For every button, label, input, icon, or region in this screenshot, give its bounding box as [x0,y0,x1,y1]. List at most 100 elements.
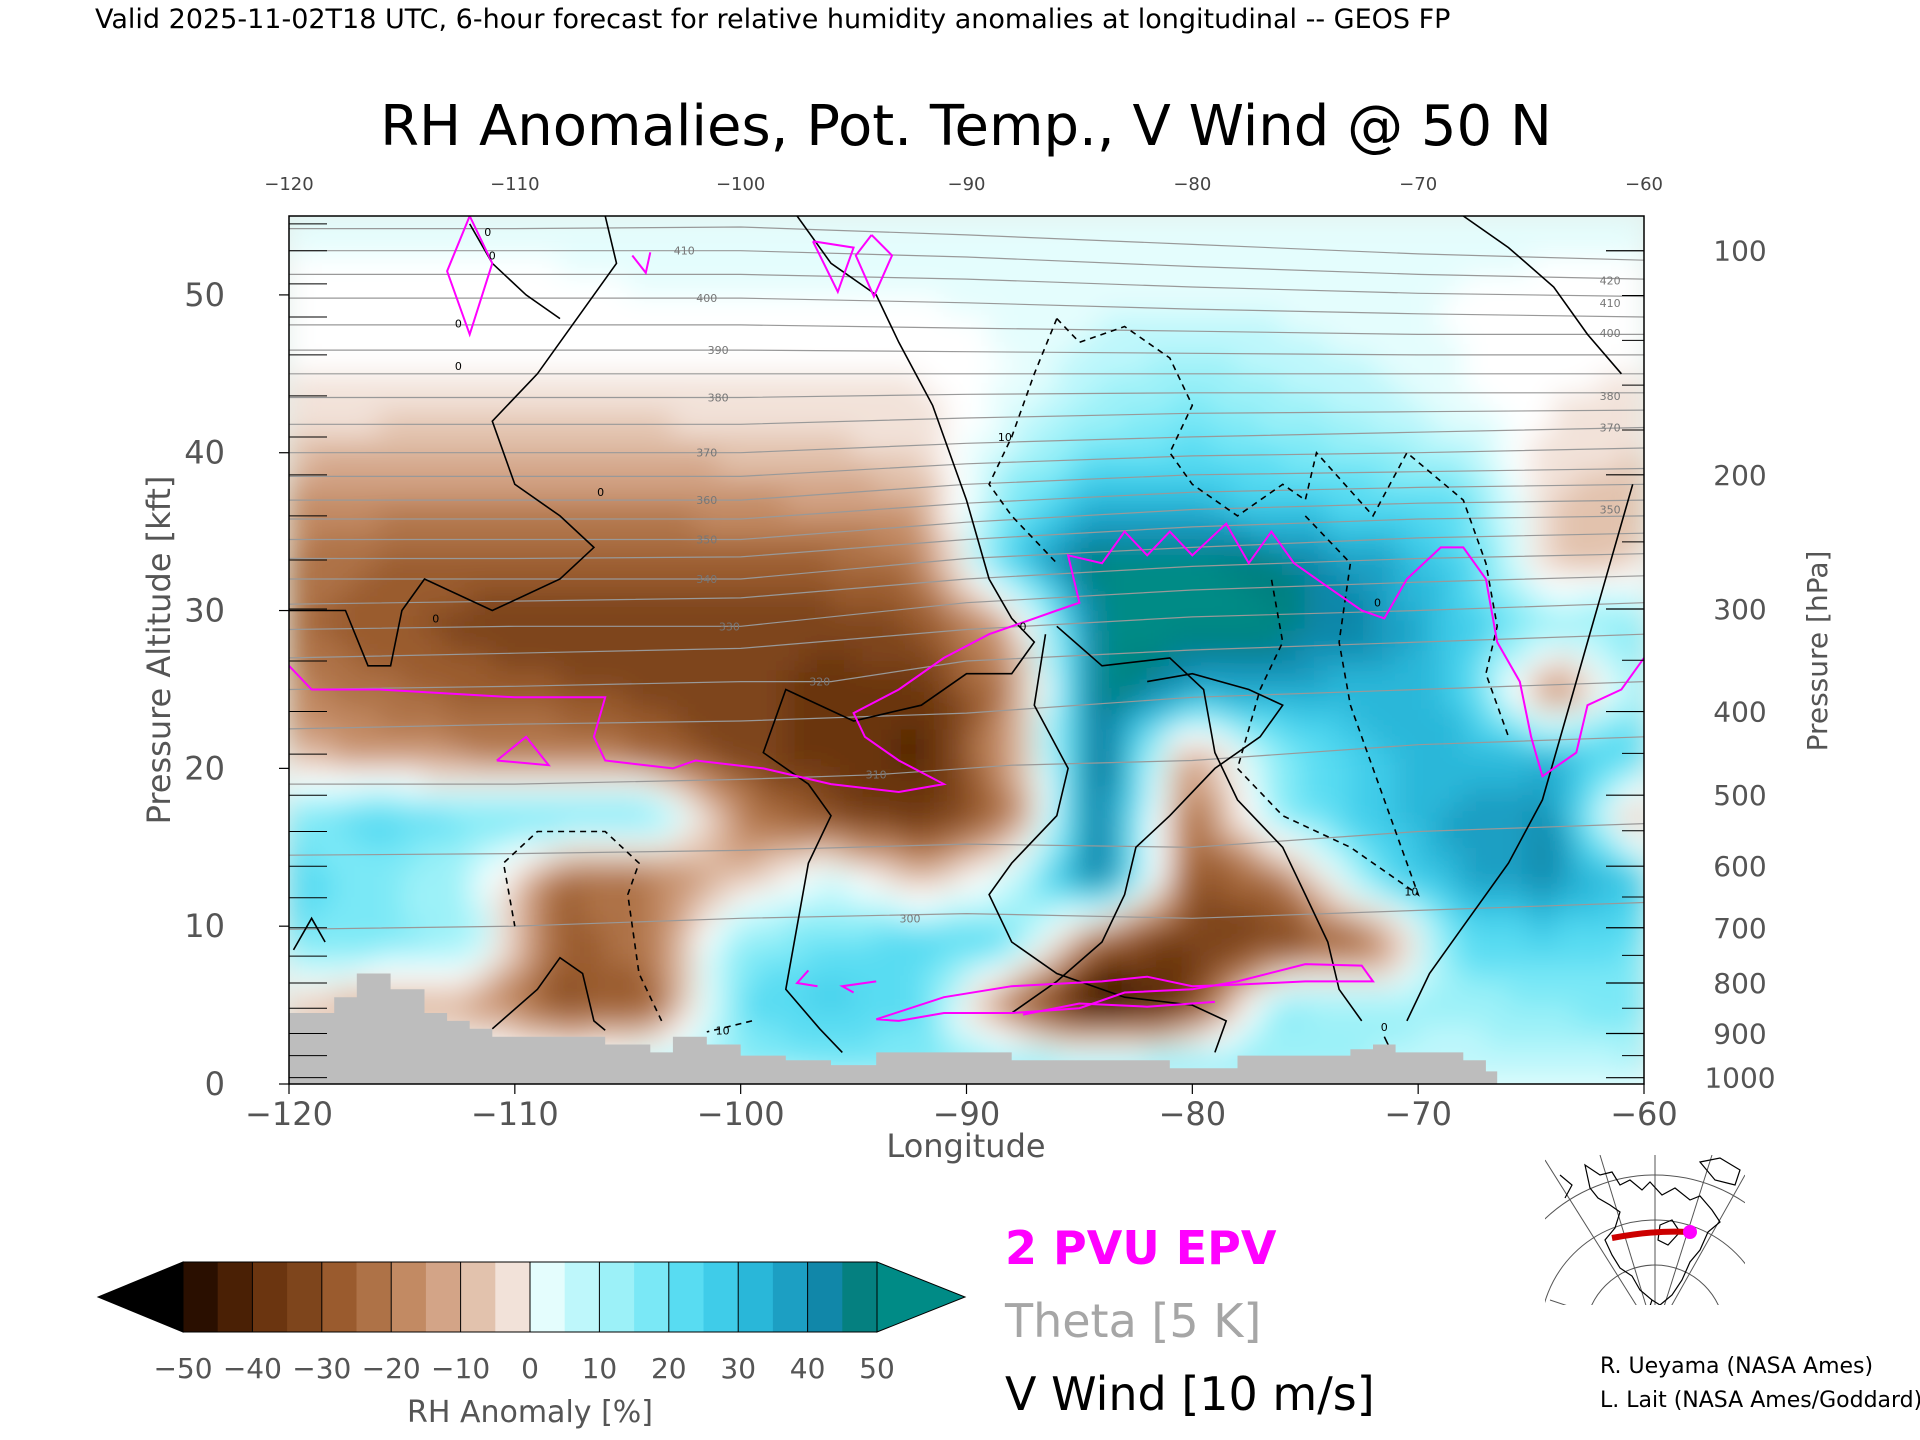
rh-cell [1598,1063,1622,1084]
rh-cell [1259,294,1284,316]
rh-cell [582,511,606,533]
rh-cell [491,748,516,769]
rh-cell [1417,629,1442,651]
rh-cell [424,393,448,414]
rh-cell [514,925,538,947]
rh-cell [1620,255,1644,276]
rh-cell [1349,787,1374,809]
rh-cell [1191,314,1216,335]
rh-cell [378,906,403,927]
rh-cell [1553,610,1577,631]
rh-cell [401,827,425,848]
rh-cell [1349,353,1374,375]
rh-cell [1101,294,1126,316]
rh-cell [469,531,493,552]
x-top-tick-label: −110 [490,174,539,195]
rh-cell [604,1004,629,1026]
rh-cell [672,886,696,907]
rh-cell [1575,846,1600,868]
rh-cell [604,570,629,592]
rh-cell [1056,807,1080,828]
rh-cell [424,945,448,967]
rh-cell [1553,472,1577,493]
rh-cell [1485,669,1509,690]
rh-cell [1395,827,1419,848]
rh-cell [785,333,809,355]
rh-cell [875,807,900,828]
rh-cell [1508,511,1532,533]
rh-cell [1304,846,1329,868]
rh-cell [1530,432,1555,454]
rh-cell [1462,925,1487,947]
rh-cell [1485,1024,1509,1045]
rh-cell [1033,452,1058,473]
rh-cell [898,866,922,888]
rh-cell [920,827,945,848]
rh-cell [1033,550,1058,572]
rh-cell [378,235,403,256]
rh-cell [966,294,990,316]
rh-cell [1440,353,1464,375]
rh-cell [1259,393,1284,414]
rh-cell [1395,590,1419,611]
rh-cell [1304,807,1329,828]
rh-cell [1327,965,1351,986]
rh-cell [966,393,990,414]
rh-cell [988,550,1013,572]
theta-contour-415 [289,226,1644,261]
rh-cell [1417,550,1442,572]
rh-cell [898,807,922,828]
rh-cell [582,452,606,473]
rh-cell [1620,925,1644,947]
rh-cell [1056,235,1080,256]
rh-cell [853,610,877,631]
rh-cell [1575,925,1600,947]
rh-cell [1304,669,1329,690]
rh-cell [378,353,403,375]
rh-cell [1417,689,1442,710]
rh-cell [514,274,538,296]
rh-cell [1146,491,1171,513]
rh-cell [333,452,358,473]
rh-cell [649,610,674,631]
rh-cell [1508,216,1532,237]
rh-cell [1327,748,1351,769]
rh-cell [582,590,606,611]
rh-cell [289,590,313,611]
rh-cell [830,550,855,572]
y-tick-label: 50 [184,276,225,314]
rh-cell [1485,531,1509,552]
rh-cell [1101,235,1126,256]
rh-cell [1124,432,1148,454]
rh-cell [762,965,787,986]
epv-contour-5 [854,234,894,299]
rh-cell [1146,1024,1171,1045]
rh-cell [627,570,651,592]
contour-labels: 4104003903803703603503403303203103004204… [432,226,1620,1038]
rh-cell [514,610,538,631]
rh-cell [1575,353,1600,375]
rh-cell [1575,1063,1600,1084]
rh-cell [1372,412,1397,434]
rh-cell [559,669,584,690]
rh-cell [536,452,561,473]
rh-cell [807,472,832,493]
rh-cell [988,274,1013,296]
rh-cell [424,432,448,454]
rh-cell [627,945,651,967]
rh-cell [920,333,945,355]
rh-cell [875,827,900,848]
rh-cell [1530,945,1555,967]
rh-cell [898,945,922,967]
rh-cell [1304,412,1329,434]
rh-cell [807,886,832,907]
rh-cell [1146,314,1171,335]
rh-cell [1101,866,1126,888]
rh-cell [491,787,516,809]
rh-cell [582,1004,606,1026]
rh-cell [1553,1004,1577,1026]
rh-cell [469,216,493,237]
rh-cell [536,945,561,967]
rh-cell [514,531,538,552]
rh-cell [1304,333,1329,355]
